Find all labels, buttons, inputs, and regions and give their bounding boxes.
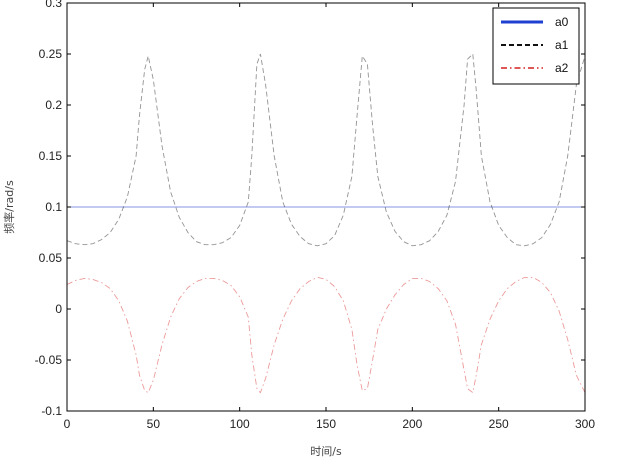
y-tick-label: 0.3 — [45, 0, 62, 10]
x-tick-label: 200 — [402, 417, 422, 431]
x-tick-label: 250 — [489, 417, 509, 431]
legend-label-a1: a1 — [555, 38, 569, 52]
y-tick-label: 0.05 — [39, 251, 63, 265]
y-tick-label: -0.1 — [41, 404, 62, 418]
series-line-a2 — [66, 276, 586, 394]
y-tick-label: 0.1 — [45, 200, 62, 214]
legend-label-a2: a2 — [555, 61, 569, 75]
x-tick-label: 300 — [575, 417, 595, 431]
y-tick-label: 0.15 — [39, 149, 63, 163]
y-tick-label: 0.2 — [45, 98, 62, 112]
legend-label-a0: a0 — [555, 15, 569, 29]
x-tick-label: 50 — [147, 417, 161, 431]
y-tick-label: 0.25 — [39, 47, 63, 61]
tick-labels: 0 50 100 150 200 250 300 -0.1 -0.05 0 0.05 0.1 0.15 0… — [35, 0, 596, 431]
x-tick-label: 150 — [316, 417, 336, 431]
axes — [66, 2, 586, 412]
x-tick-label: 0 — [64, 417, 71, 431]
x-axis-label: 时间/s — [310, 445, 342, 458]
y-axis-label: 频率/rad/s — [2, 180, 16, 234]
series-layer — [66, 53, 586, 394]
legend: a0 a1 a2 — [492, 7, 580, 85]
x-tick-label: 100 — [230, 417, 250, 431]
y-tick-label: -0.05 — [35, 353, 63, 367]
y-tick-label: 0 — [55, 302, 62, 316]
series-line-a1 — [66, 53, 586, 247]
